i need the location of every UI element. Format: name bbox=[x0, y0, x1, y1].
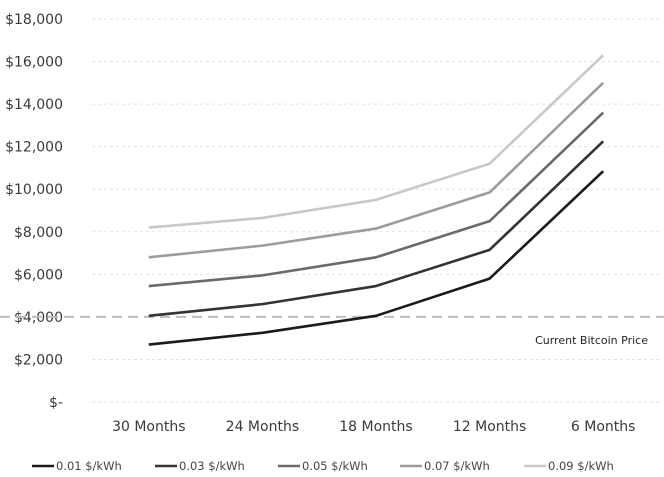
x-tick-label: 12 Months bbox=[453, 419, 526, 435]
series-line bbox=[148, 140, 605, 318]
y-tick-label: $18,000 bbox=[5, 12, 63, 28]
y-tick-label: $6,000 bbox=[14, 267, 63, 283]
y-tick-label: $12,000 bbox=[5, 140, 63, 156]
y-tick-label: $8,000 bbox=[14, 225, 63, 241]
current-price-label: Current Bitcoin Price bbox=[535, 334, 648, 347]
reference-line-group: Current Bitcoin Price bbox=[0, 315, 664, 347]
y-tick-label: $14,000 bbox=[5, 97, 63, 113]
y-tick-label: $2,000 bbox=[14, 352, 63, 368]
y-axis-ticks: $-$2,000$4,000$6,000$8,000$10,000$12,000… bbox=[5, 12, 63, 411]
legend-label: 0.07 $/kWh bbox=[424, 459, 490, 473]
series-lines bbox=[148, 54, 605, 346]
series-line bbox=[148, 81, 605, 259]
series-line bbox=[148, 54, 605, 229]
series-line bbox=[148, 170, 605, 346]
legend-label: 0.01 $/kWh bbox=[56, 459, 122, 473]
x-tick-label: 24 Months bbox=[226, 419, 299, 435]
y-tick-label: $- bbox=[49, 395, 63, 411]
y-tick-label: $16,000 bbox=[5, 55, 63, 71]
legend-label: 0.03 $/kWh bbox=[179, 459, 245, 473]
legend: 0.01 $/kWh 0.03 $/kWh 0.05 $/kWh 0.07 $/kWh… bbox=[32, 459, 614, 473]
gridlines bbox=[92, 18, 660, 403]
x-axis-ticks: 30 Months 24 Months 18 Months 12 Months 6 Mo… bbox=[112, 419, 635, 435]
y-tick-label: $10,000 bbox=[5, 182, 63, 198]
x-tick-label: 6 Months bbox=[571, 419, 636, 435]
series-line bbox=[148, 111, 605, 288]
x-tick-label: 18 Months bbox=[339, 419, 412, 435]
x-tick-label: 30 Months bbox=[112, 419, 185, 435]
legend-label: 0.09 $/kWh bbox=[548, 459, 614, 473]
legend-label: 0.05 $/kWh bbox=[302, 459, 368, 473]
